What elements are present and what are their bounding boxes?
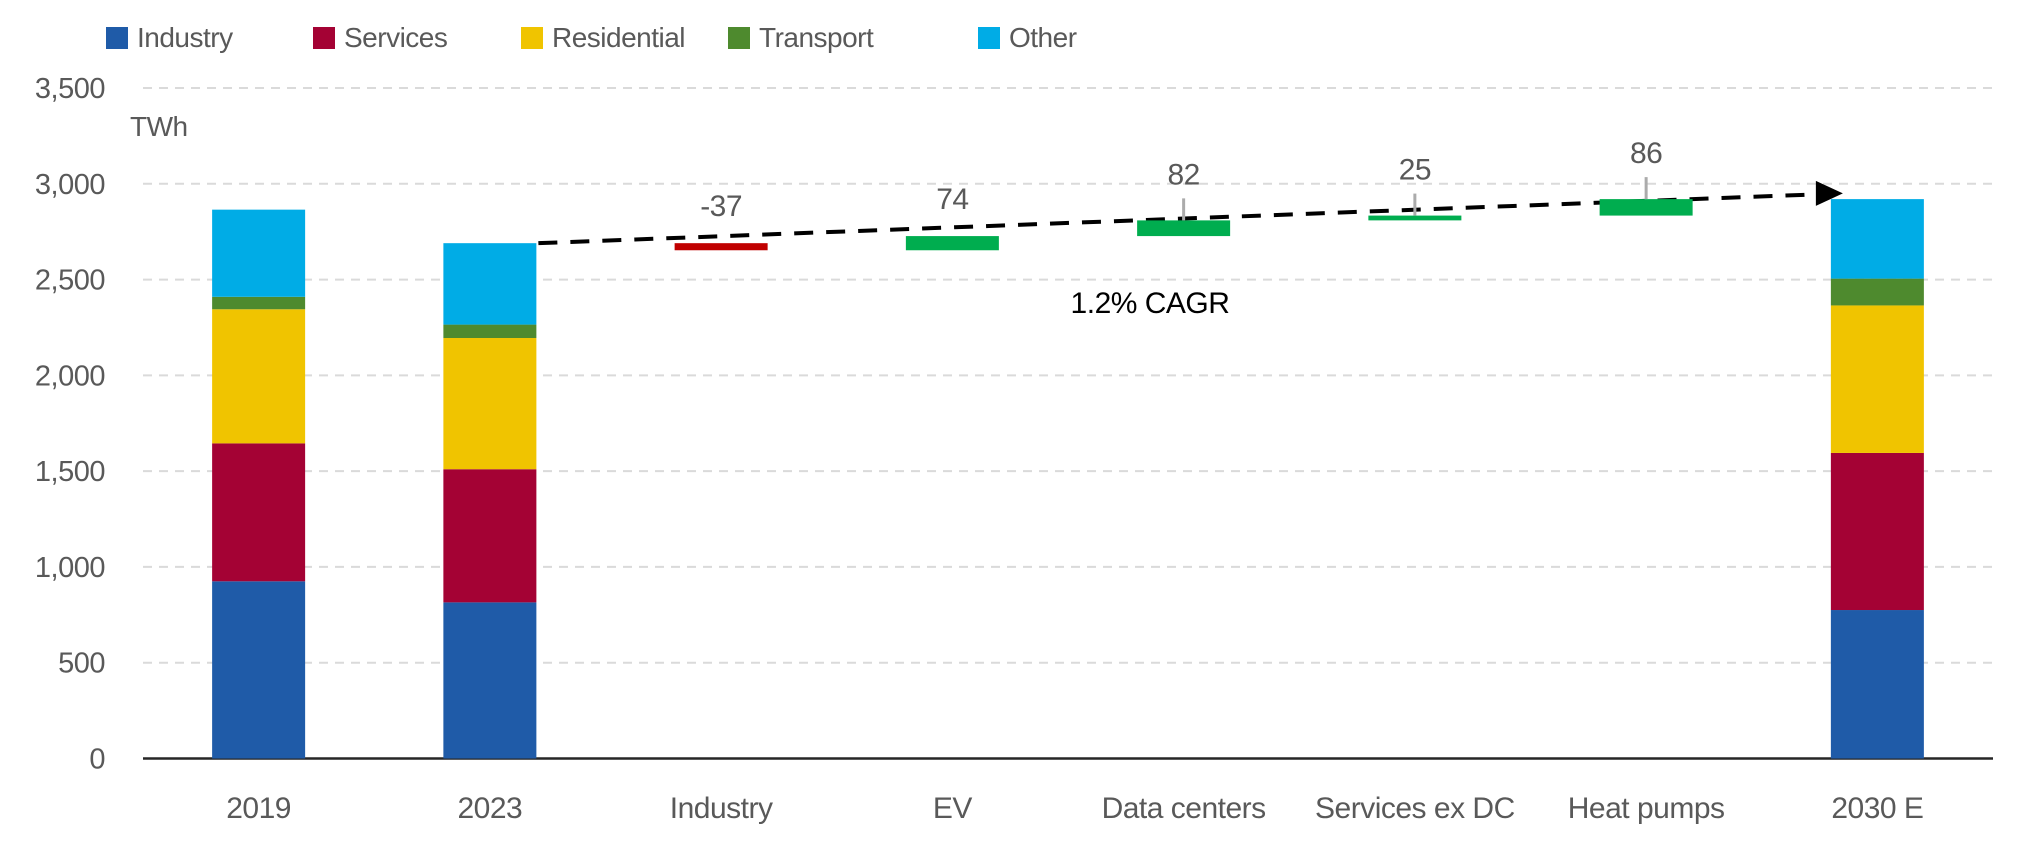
y-tick-label: 3,000 bbox=[35, 169, 105, 201]
bar-segment-2023-services bbox=[443, 469, 537, 603]
value-label-industry: -37 bbox=[700, 190, 742, 223]
x-tick-label-heat-pumps: Heat pumps bbox=[1568, 792, 1725, 825]
legend-label-transport: Transport bbox=[759, 22, 874, 53]
x-tick-label-industry: Industry bbox=[670, 792, 773, 825]
y-tick-label: 3,500 bbox=[35, 73, 105, 105]
bar-segment-2019-residential bbox=[212, 309, 306, 444]
bar-segment-2030-e-other bbox=[1830, 199, 1924, 279]
bar-segment-2030-e-transport bbox=[1830, 278, 1924, 306]
legend-item-other: Other bbox=[978, 22, 1077, 54]
x-tick-label-2023: 2023 bbox=[458, 792, 523, 825]
trend-arrowhead bbox=[1815, 180, 1843, 206]
y-tick-label: 2,500 bbox=[35, 265, 105, 297]
waterfall-bar-industry bbox=[674, 243, 768, 251]
legend-swatch-transport bbox=[728, 27, 750, 49]
y-tick-label: 1,500 bbox=[35, 456, 105, 488]
legend-item-industry: Industry bbox=[106, 22, 233, 54]
x-tick-label-2030-e: 2030 E bbox=[1831, 792, 1923, 825]
bar-segment-2019-transport bbox=[212, 296, 306, 310]
bar-segment-2019-services bbox=[212, 443, 306, 582]
legend-item-services: Services bbox=[313, 22, 448, 54]
legend-swatch-industry bbox=[106, 27, 128, 49]
bar-segment-2023-industry bbox=[443, 602, 537, 759]
value-label-heat-pumps: 86 bbox=[1630, 137, 1662, 170]
x-tick-label-data-centers: Data centers bbox=[1102, 792, 1266, 825]
waterfall-bar-heat-pumps bbox=[1599, 199, 1693, 216]
legend-label-services: Services bbox=[344, 22, 448, 53]
y-tick-label: 2,000 bbox=[35, 360, 105, 392]
value-label-ev: 74 bbox=[936, 183, 968, 216]
waterfall-bar-data-centers bbox=[1137, 220, 1231, 237]
legend-swatch-residential bbox=[521, 27, 543, 49]
legend-item-transport: Transport bbox=[728, 22, 874, 54]
value-label-data-centers: 82 bbox=[1167, 158, 1199, 191]
bar-segment-2030-e-industry bbox=[1830, 610, 1924, 759]
bar-segment-2023-transport bbox=[443, 324, 537, 339]
legend-label-industry: Industry bbox=[137, 22, 233, 53]
bar-segment-2023-other bbox=[443, 243, 537, 325]
x-tick-label-services-ex-dc: Services ex DC bbox=[1315, 792, 1515, 825]
y-tick-label: 500 bbox=[58, 648, 105, 680]
bar-segment-2019-industry bbox=[212, 581, 306, 759]
bar-segment-2030-e-residential bbox=[1830, 305, 1924, 453]
legend-item-residential: Residential bbox=[521, 22, 686, 54]
bar-segment-2030-e-services bbox=[1830, 452, 1924, 611]
y-tick-label: 1,000 bbox=[35, 552, 105, 584]
bar-segment-2023-residential bbox=[443, 338, 537, 470]
bar-segment-2019-other bbox=[212, 209, 306, 297]
value-label-services-ex-dc: 25 bbox=[1399, 154, 1431, 187]
legend-swatch-other bbox=[978, 27, 1000, 49]
waterfall-bar-ev bbox=[905, 236, 999, 251]
x-tick-label-ev: EV bbox=[933, 792, 973, 825]
y-axis-unit-label: TWh bbox=[130, 111, 188, 142]
legend-label-other: Other bbox=[1009, 22, 1077, 53]
cagr-annotation: 1.2% CAGR bbox=[1071, 287, 1230, 320]
waterfall-bar-services-ex-dc bbox=[1368, 215, 1462, 221]
legend-label-residential: Residential bbox=[552, 22, 686, 53]
legend: Industry Services Residential Transport Othe… bbox=[0, 0, 2028, 62]
legend-swatch-services bbox=[313, 27, 335, 49]
y-tick-label: 0 bbox=[89, 744, 105, 776]
x-tick-label-2019: 2019 bbox=[226, 792, 291, 825]
